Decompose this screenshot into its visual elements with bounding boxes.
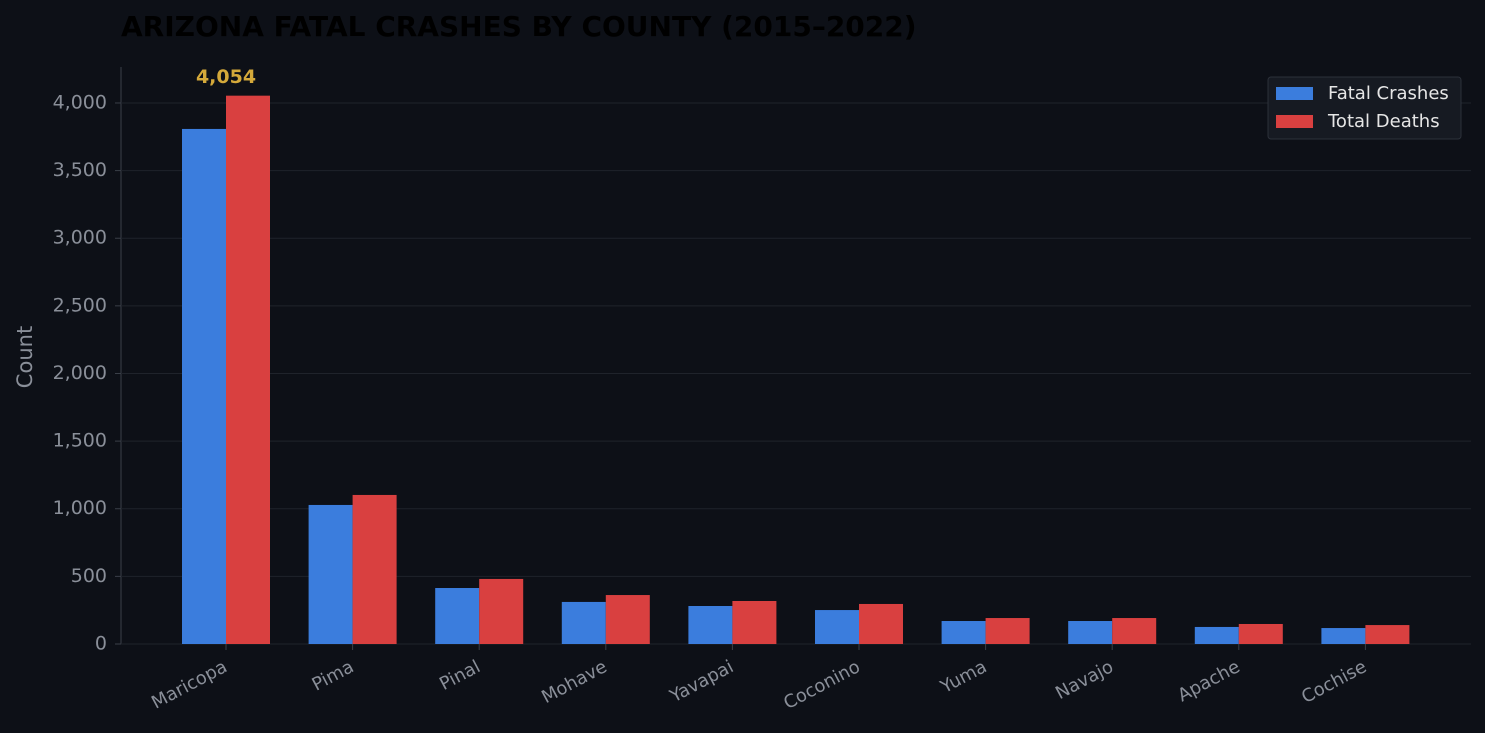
bar	[815, 610, 859, 644]
bar	[352, 494, 397, 644]
bar	[985, 618, 1030, 644]
bar	[1068, 621, 1113, 644]
y-tick-label: 0	[95, 633, 107, 655]
bar	[479, 578, 524, 644]
y-tick-label: 3,000	[53, 227, 107, 249]
bar	[226, 95, 270, 644]
y-tick-label: 2,000	[53, 362, 107, 384]
legend-swatch	[1276, 115, 1313, 128]
bar	[1194, 626, 1239, 644]
bar	[941, 621, 986, 644]
bar	[688, 605, 733, 644]
bar	[182, 128, 226, 644]
y-tick-label: 2,500	[53, 294, 107, 316]
bar	[561, 601, 606, 644]
legend-box	[1267, 76, 1462, 140]
y-tick-label: 3,500	[53, 159, 107, 181]
y-tick-label: 500	[71, 565, 107, 587]
x-tick-label: Yavapai	[666, 656, 737, 707]
x-tick-label: Pima	[309, 656, 358, 695]
x-tick-label: Cochise	[1298, 656, 1370, 708]
y-tick-label: 1,500	[53, 430, 107, 452]
x-tick-label: Yuma	[936, 656, 990, 698]
legend-label: Fatal Crashes	[1328, 83, 1449, 104]
legend-label: Total Deaths	[1327, 111, 1440, 132]
bar	[308, 504, 353, 644]
bar	[1321, 628, 1366, 644]
bar	[859, 603, 903, 644]
value-label: 4,054	[196, 66, 256, 88]
x-tick-label: Maricopa	[148, 656, 231, 713]
y-axis-label: Count	[13, 326, 37, 388]
bar	[435, 588, 480, 644]
chart-title: ARIZONA FATAL CRASHES BY COUNTY (2015–20…	[121, 10, 917, 43]
bar	[1112, 618, 1157, 644]
x-tick-label: Pinal	[436, 656, 484, 695]
bar	[1365, 625, 1410, 644]
legend-swatch	[1276, 87, 1313, 100]
y-tick-label: 1,000	[53, 497, 107, 519]
x-tick-label: Navajo	[1052, 656, 1117, 704]
bar	[1238, 623, 1283, 644]
y-tick-label: 4,000	[53, 91, 107, 113]
bar	[732, 600, 777, 644]
bar	[605, 595, 650, 644]
x-tick-label: Apache	[1174, 656, 1243, 706]
x-tick-label: Coconino	[780, 656, 863, 714]
x-tick-label: Mohave	[538, 656, 610, 708]
